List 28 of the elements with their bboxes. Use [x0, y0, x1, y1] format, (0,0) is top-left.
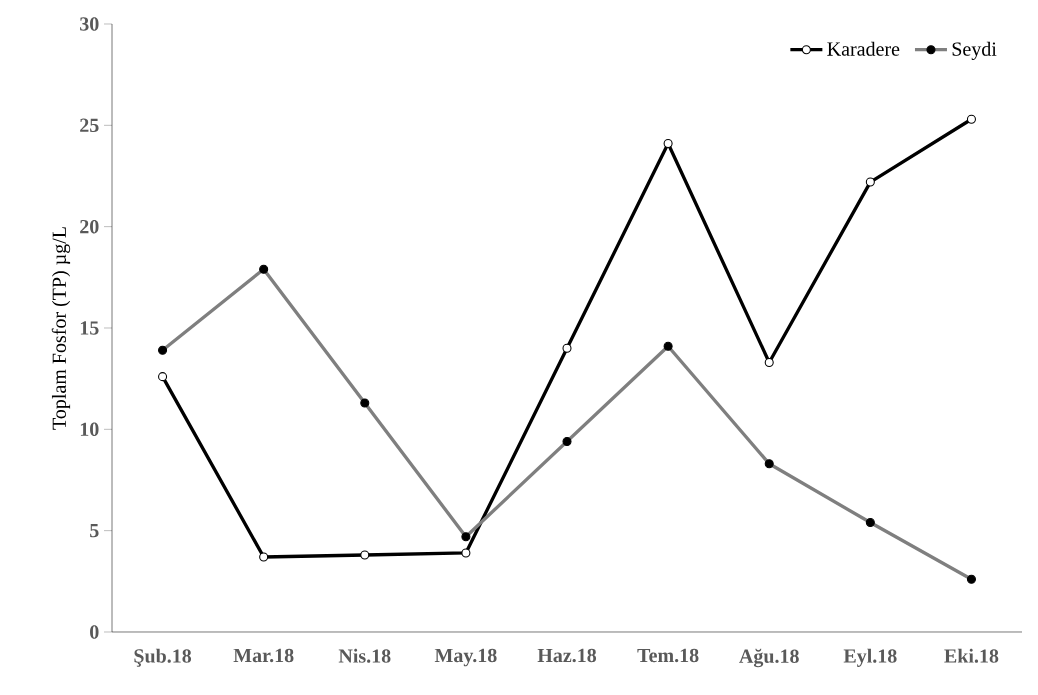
y-tick-label: 0: [90, 625, 99, 639]
point: [259, 552, 269, 562]
x-tick-label: Mar.18: [233, 648, 294, 663]
y-tick-label: 5: [90, 524, 99, 538]
point: [461, 548, 471, 558]
x-tick-label: Tem.18: [637, 648, 699, 663]
point: [865, 177, 875, 187]
legend-label: Karadere: [827, 41, 900, 56]
y-tick-label: 25: [80, 118, 99, 133]
point: [764, 357, 774, 367]
x-tick-label: Eki.18: [944, 648, 999, 663]
point: [966, 114, 976, 124]
y-tick-label: 15: [80, 321, 99, 335]
y-axis-title: Toplam Fosfor (TP) µg/L: [51, 227, 71, 430]
x-tick-label: May.18: [434, 648, 497, 667]
point: [158, 372, 168, 382]
point: [663, 139, 673, 149]
point: [562, 343, 572, 353]
y-tick-label: 10: [80, 422, 99, 437]
y-tick-label: 30: [80, 17, 99, 31]
legend-label: Seydi: [952, 41, 997, 60]
x-tick-label: Haz.18: [537, 648, 597, 663]
x-tick-label: Ağu.18: [739, 648, 799, 668]
x-tick-label: Şub.18: [134, 648, 192, 667]
y-tick-label: 20: [80, 219, 99, 234]
x-tick-label: Nis.18: [338, 648, 391, 663]
x-tick-label: Eyl.18: [843, 648, 897, 667]
point: [360, 550, 370, 560]
